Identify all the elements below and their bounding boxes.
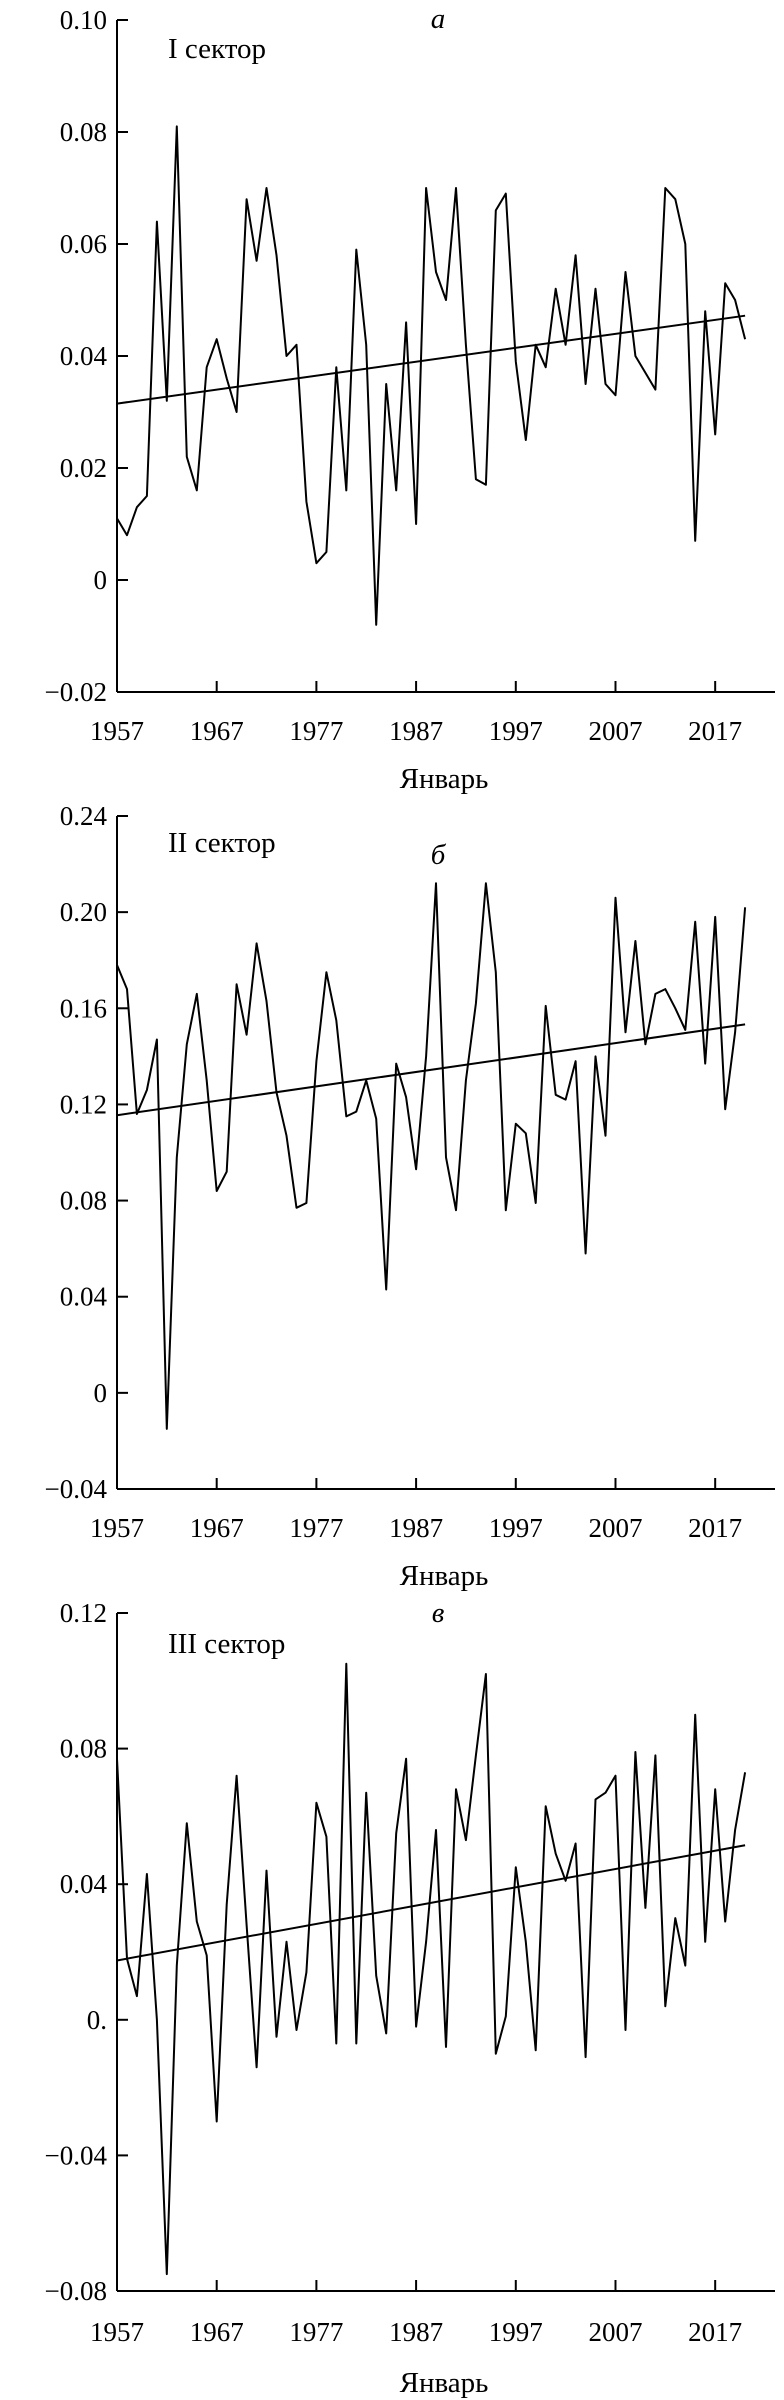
y-tick-label: 0.02 — [60, 453, 107, 483]
trend-line — [116, 1023, 746, 1117]
y-tick-label: 0.06 — [60, 229, 107, 259]
x-tick-label: 1987 — [389, 716, 443, 746]
x-tick-label: 2007 — [588, 1513, 642, 1543]
x-tick-label: 2007 — [588, 2317, 642, 2347]
series-line — [116, 882, 747, 1430]
y-tick-label: −0.02 — [45, 677, 107, 707]
y-tick-label: 0.04 — [60, 341, 108, 371]
x-tick-label: 1967 — [190, 2317, 244, 2347]
x-tick-label: 1957 — [90, 716, 144, 746]
x-tick-label: 1987 — [389, 2317, 443, 2347]
x-tick-label: 2017 — [688, 2317, 742, 2347]
y-tick-label: 0.04 — [60, 1282, 108, 1312]
x-axis-title: Январь — [400, 763, 489, 795]
x-tick-label: 1967 — [190, 716, 244, 746]
x-tick-label: 1997 — [489, 2317, 543, 2347]
sector-label: II сектор — [168, 827, 276, 859]
trend-line — [116, 314, 746, 405]
y-tick-label: 0. — [87, 2005, 107, 2035]
y-tick-label: 0.10 — [60, 5, 107, 35]
x-tick-label: 1957 — [90, 2317, 144, 2347]
y-tick-label: 0.24 — [60, 801, 108, 831]
chart-panel-3: 0.12 0.08 0.04 0. −0.04 −0.08 1957 1967 1977 1987… — [45, 1597, 775, 2399]
x-tick-label: 2017 — [688, 716, 742, 746]
y-tick-label: 0.08 — [60, 117, 107, 147]
y-tick-label: 0.04 — [60, 1869, 108, 1899]
x-tick-label: 1977 — [289, 716, 343, 746]
y-tick-label: 0.12 — [60, 1089, 107, 1119]
series-line — [116, 1662, 747, 2276]
x-tick-label: 1967 — [190, 1513, 244, 1543]
panel-letter: а — [431, 3, 446, 35]
panel-letter: б — [431, 839, 447, 871]
x-tick-label: 1977 — [289, 1513, 343, 1543]
y-tick-label: 0.20 — [60, 897, 107, 927]
y-tick-label: −0.04 — [45, 1474, 108, 1504]
x-axis-title: Январь — [400, 2367, 489, 2399]
y-tick-label: −0.08 — [45, 2276, 107, 2306]
series-line — [116, 125, 747, 626]
x-tick-label: 2007 — [588, 716, 642, 746]
panel-letter: в — [432, 1597, 445, 1629]
x-tick-label: 1997 — [489, 716, 543, 746]
x-axis-title: Январь — [400, 1560, 489, 1592]
x-tick-label: 1957 — [90, 1513, 144, 1543]
y-tick-label: 0 — [94, 565, 108, 595]
chart-panel-2: 0.24 0.20 0.16 0.12 0.08 0.04 0 −0.04 1957 1967 19… — [45, 801, 775, 1592]
trend-line — [116, 1844, 746, 1962]
y-tick-label: 0 — [94, 1378, 108, 1408]
sector-label: I сектор — [168, 33, 266, 65]
y-tick-label: 0.16 — [60, 993, 107, 1023]
x-tick-label: 1997 — [489, 1513, 543, 1543]
y-tick-label: 0.08 — [60, 1734, 107, 1764]
y-tick-label: 0.08 — [60, 1186, 107, 1216]
y-tick-label: −0.04 — [45, 2140, 108, 2170]
sector-label: III сектор — [168, 1628, 285, 1660]
y-tick-label: 0.12 — [60, 1598, 107, 1628]
x-tick-label: 2017 — [688, 1513, 742, 1543]
x-tick-label: 1977 — [289, 2317, 343, 2347]
chart-panel-1: 0.10 0.08 0.06 0.04 0.02 0 −0.02 1957 1967 1977 19… — [45, 3, 775, 795]
x-tick-label: 1987 — [389, 1513, 443, 1543]
